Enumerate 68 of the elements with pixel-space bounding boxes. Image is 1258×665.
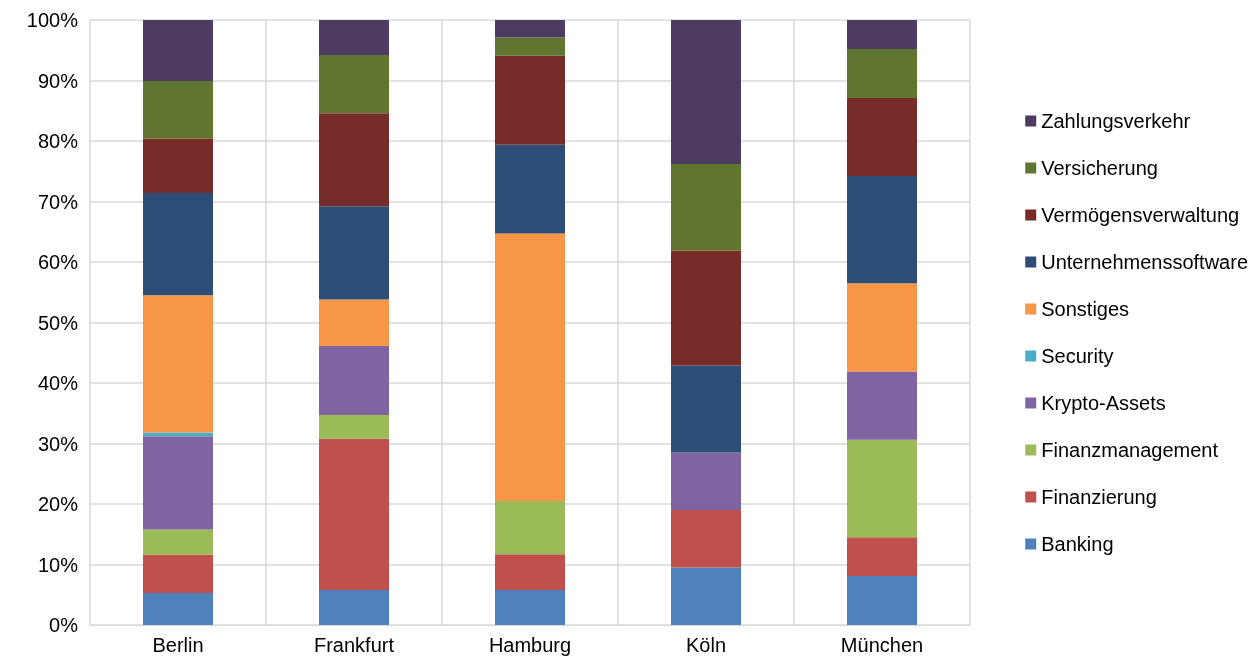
bar — [319, 299, 389, 347]
bar — [143, 295, 213, 433]
legend-label: Zahlungsverkehr — [1041, 110, 1191, 132]
legend-label: Banking — [1041, 533, 1114, 555]
bar — [847, 439, 917, 538]
bar — [143, 81, 213, 139]
y-tick-label: 80% — [37, 130, 79, 152]
legend-label: Vermögensverwaltung — [1041, 204, 1240, 226]
bar — [143, 138, 213, 194]
bar — [495, 233, 565, 501]
bar — [671, 163, 741, 251]
bar — [847, 20, 917, 50]
bar — [847, 283, 917, 372]
x-tick-label: München — [840, 634, 924, 656]
bar — [495, 500, 565, 555]
bar — [847, 176, 917, 284]
legend-label: Sonstiges — [1041, 298, 1130, 320]
x-tick-label: Köln — [685, 634, 727, 656]
bar — [847, 537, 917, 576]
bar — [847, 49, 917, 99]
y-tick-label: 0% — [49, 614, 79, 636]
bar — [671, 250, 741, 366]
bar — [671, 567, 741, 625]
bar — [319, 438, 389, 590]
bar — [671, 365, 741, 453]
bar — [495, 144, 565, 234]
x-tick-label: Frankfurt — [313, 634, 395, 656]
y-tick-label: 20% — [37, 493, 79, 515]
legend-label: Security — [1041, 345, 1114, 367]
bar — [143, 193, 213, 296]
bar — [319, 113, 389, 207]
bar — [143, 20, 213, 82]
bar — [143, 592, 213, 625]
bar — [319, 346, 389, 416]
y-tick-label: 70% — [37, 190, 79, 213]
bar — [143, 529, 213, 555]
bar — [319, 20, 389, 56]
bar — [495, 554, 565, 590]
legend-label: Finanzmanagement — [1041, 439, 1219, 461]
bar — [319, 55, 389, 114]
x-tick-label: Hamburg — [488, 634, 572, 656]
bar — [143, 554, 213, 593]
bar — [495, 37, 565, 56]
bar — [847, 98, 917, 177]
bar — [847, 371, 917, 440]
y-tick-label: 60% — [37, 251, 79, 273]
bar — [319, 589, 389, 625]
bar — [671, 20, 741, 164]
bar — [319, 206, 389, 300]
y-tick-label: 10% — [37, 553, 79, 576]
legend-label: Krypto-Assets — [1041, 392, 1166, 414]
y-tick-label: 50% — [37, 311, 79, 334]
x-tick-label: Berlin — [152, 634, 204, 656]
legend-label: Unternehmenssoftware — [1041, 251, 1249, 273]
bar — [495, 589, 565, 625]
bar — [495, 20, 565, 38]
bar — [143, 436, 213, 530]
legend-label: Versicherung — [1041, 157, 1158, 179]
y-tick-label: 100% — [26, 9, 79, 31]
bar — [847, 576, 917, 625]
bar — [671, 452, 741, 511]
y-tick-label: 30% — [37, 432, 79, 455]
y-tick-label: 90% — [37, 69, 79, 92]
bar — [495, 55, 565, 145]
bar — [319, 415, 389, 439]
bar — [671, 510, 741, 568]
legend-label: Finanzierung — [1041, 486, 1157, 508]
y-tick-label: 40% — [37, 372, 79, 394]
